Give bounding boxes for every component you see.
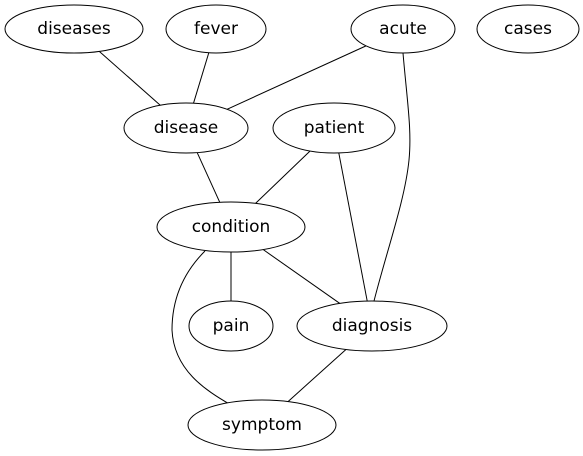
edge-disease-condition — [196, 152, 221, 203]
edge-patient-condition — [255, 150, 311, 204]
node-label-pain: pain — [213, 316, 250, 336]
node-diagnosis: diagnosis — [296, 300, 448, 352]
node-fever: fever — [165, 4, 267, 54]
edge-fever-disease — [193, 52, 210, 104]
node-ellipse-condition — [156, 201, 306, 253]
edge-condition-symptom — [171, 250, 232, 406]
node-ellipse-fever — [165, 4, 267, 54]
node-diseases: diseases — [4, 4, 144, 54]
node-ellipse-patient — [272, 102, 396, 154]
edge-acute-disease — [226, 45, 367, 110]
node-label-symptom: symptom — [222, 415, 302, 435]
node-ellipse-acute — [350, 4, 456, 54]
node-ellipse-symptom — [187, 399, 337, 451]
node-ellipse-disease — [123, 102, 249, 154]
node-ellipse-diseases — [4, 4, 144, 54]
edge-diseases-disease — [98, 50, 161, 106]
edge-acute-diagnosis — [373, 52, 411, 302]
edge-condition-diagnosis — [262, 249, 341, 304]
node-ellipse-cases — [476, 4, 580, 54]
nodes-layer: diseases fever acute cases disease patient con… — [4, 4, 580, 451]
node-label-acute: acute — [379, 19, 427, 39]
node-pain: pain — [188, 300, 274, 352]
node-label-diseases: diseases — [37, 19, 111, 39]
node-acute: acute — [350, 4, 456, 54]
node-condition: condition — [156, 201, 306, 253]
edge-diagnosis-symptom — [287, 349, 347, 402]
node-label-patient: patient — [304, 118, 365, 138]
node-label-condition: condition — [192, 217, 271, 237]
edge-patient-diagnosis — [338, 152, 368, 302]
node-label-disease: disease — [154, 118, 219, 138]
node-disease: disease — [123, 102, 249, 154]
node-patient: patient — [272, 102, 396, 154]
node-ellipse-pain — [188, 300, 274, 352]
node-label-cases: cases — [504, 19, 552, 39]
node-ellipse-diagnosis — [296, 300, 448, 352]
node-cases: cases — [476, 4, 580, 54]
node-label-diagnosis: diagnosis — [332, 316, 412, 336]
edges-layer — [98, 45, 411, 406]
node-symptom: symptom — [187, 399, 337, 451]
node-label-fever: fever — [194, 19, 238, 39]
